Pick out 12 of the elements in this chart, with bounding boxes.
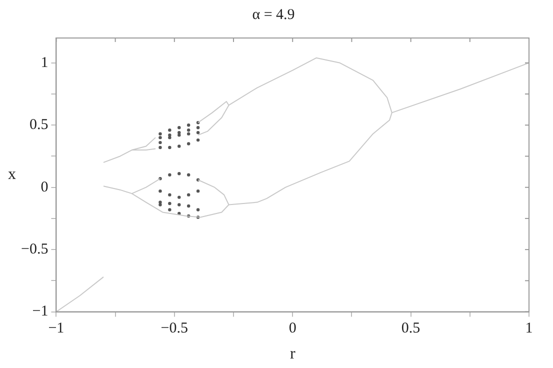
y-tick-label: 0.5 — [29, 117, 48, 134]
chart-title: α = 4.9 — [252, 6, 295, 23]
y-axis-title: x — [8, 166, 16, 184]
y-tick-label: −1 — [32, 304, 48, 320]
y-tick-label: −0.5 — [20, 242, 48, 258]
x-axis-title: r — [290, 346, 296, 363]
x-tick-label: 0 — [288, 320, 296, 337]
x-tick-label: 0.5 — [401, 320, 420, 337]
x-tick-label: −0.5 — [160, 320, 188, 337]
y-tick-label: 0 — [40, 179, 48, 196]
y-tick-label: 1 — [40, 54, 48, 71]
x-tick-label: 1 — [525, 320, 533, 337]
